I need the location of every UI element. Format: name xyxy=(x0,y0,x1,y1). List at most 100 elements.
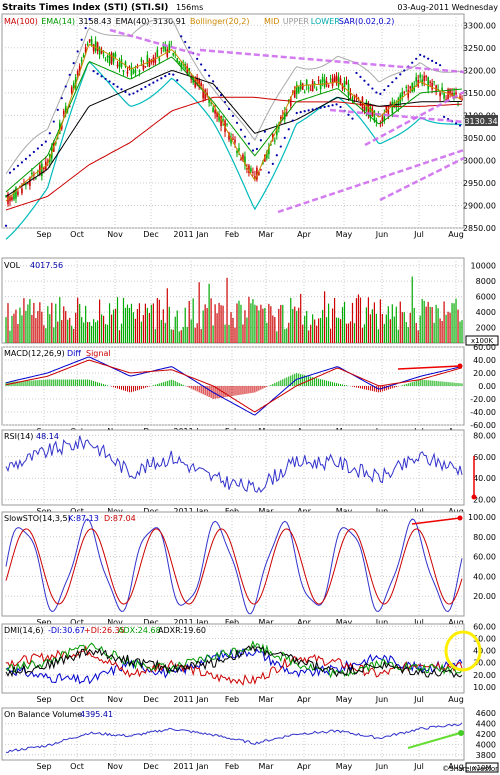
sar-dot xyxy=(200,63,203,66)
candle-body xyxy=(443,93,445,99)
month-label: Nov xyxy=(107,230,123,239)
legend-item: LOWER xyxy=(311,17,340,26)
candle-body xyxy=(5,195,7,197)
candle-body xyxy=(64,106,67,115)
candle-body xyxy=(349,92,352,96)
obv-value: 4395.41 xyxy=(80,710,113,719)
candle-body xyxy=(23,183,25,185)
sar-dot xyxy=(435,61,438,65)
trendline xyxy=(199,48,465,74)
y-tick-label: 4000 xyxy=(476,308,496,317)
sar-dot xyxy=(56,108,59,111)
candle-body xyxy=(78,65,81,73)
candle-body xyxy=(13,191,15,200)
candle-body xyxy=(104,59,107,61)
sar-dot xyxy=(92,70,95,73)
y-tick-label: 100.00 xyxy=(468,513,496,522)
month-label: Sep xyxy=(36,695,51,704)
candle-body xyxy=(182,64,185,66)
candle-body xyxy=(293,89,296,98)
candle-body xyxy=(246,168,248,170)
month-label: Sep xyxy=(36,230,51,239)
candle-body xyxy=(17,191,19,195)
candle-body xyxy=(429,81,431,83)
candle-body xyxy=(134,69,137,74)
trendline xyxy=(379,156,465,202)
candle-body xyxy=(252,171,254,173)
candle-body xyxy=(74,77,77,88)
ma-line-ema14 xyxy=(5,56,463,193)
sar-dot xyxy=(24,157,28,160)
sar-dot xyxy=(335,103,338,106)
annotation-arrow xyxy=(411,517,461,525)
month-label: Mar xyxy=(258,695,274,704)
sar-dot xyxy=(124,90,127,94)
sar-dot xyxy=(387,84,390,88)
candle-body xyxy=(307,87,310,89)
candle-body xyxy=(86,43,89,45)
sar-dot xyxy=(427,57,430,60)
sar-dot xyxy=(363,79,366,82)
candle-body xyxy=(202,89,204,99)
sar-dot xyxy=(112,83,115,86)
sar-dot xyxy=(132,92,135,95)
sar-dot xyxy=(339,105,342,109)
candle-body xyxy=(375,120,378,123)
month-label: Feb xyxy=(225,762,239,771)
month-label: Feb xyxy=(225,695,239,704)
y-tick-label: 20.00 xyxy=(473,671,496,680)
sar-dot xyxy=(168,72,171,76)
sar-dot xyxy=(12,168,16,171)
macd-diff-legend: Diff xyxy=(67,349,81,358)
y-tick-label: 3000.00 xyxy=(463,156,496,165)
ma-line-ema40 xyxy=(5,70,463,197)
sar-dot xyxy=(36,147,39,150)
sar-dot xyxy=(219,94,223,97)
candle-body xyxy=(178,61,181,64)
candle-body xyxy=(144,66,147,68)
candle-body xyxy=(96,42,99,52)
legend-item: MID xyxy=(264,17,279,26)
annotation-arrow-head xyxy=(457,515,463,521)
y-tick-label: 20.00 xyxy=(473,592,496,601)
sar-dot xyxy=(211,80,215,83)
sar-dot xyxy=(204,68,207,72)
candle-body xyxy=(60,124,63,129)
sar-dot xyxy=(323,105,326,109)
macd-panel: 60.0040.0020.000.00-20.00-40.00-60.00Sep… xyxy=(1,343,496,436)
candle-body xyxy=(41,163,43,177)
candle-body xyxy=(335,75,338,84)
candle-body xyxy=(25,184,27,186)
month-label: 2011 Jan xyxy=(173,230,208,239)
candle-body xyxy=(385,106,388,112)
candle-body xyxy=(164,46,167,52)
month-label: Jul xyxy=(413,230,424,239)
candle-body xyxy=(262,161,264,165)
candle-body xyxy=(232,138,234,140)
sar-dot xyxy=(347,113,350,116)
candle-body xyxy=(343,80,346,88)
month-label: Aug xyxy=(448,762,464,771)
candle-body xyxy=(21,188,23,194)
sar-dot xyxy=(144,85,147,89)
y-tick-label: 3150.00 xyxy=(463,89,496,98)
sar-dot xyxy=(48,132,51,135)
month-label: Jun xyxy=(375,695,389,704)
y-tick-label: 20.00 xyxy=(473,496,496,505)
volume-value: 4017.56 xyxy=(30,261,63,270)
bollinger-upper-line xyxy=(5,17,463,175)
annotation-arrow xyxy=(397,365,461,370)
candle-body xyxy=(250,168,252,172)
dmi-line-2 xyxy=(5,640,463,679)
candle-body xyxy=(309,89,312,91)
candle-body xyxy=(90,39,93,47)
sar-dot xyxy=(176,79,179,82)
month-label: May xyxy=(336,762,353,771)
candle-body xyxy=(80,59,83,62)
candle-body xyxy=(168,43,171,53)
legend-item: Bollinger(20,2) xyxy=(190,17,249,26)
candle-body xyxy=(373,110,376,122)
candle-body xyxy=(419,74,421,78)
chart-title: Straits Times Index (STI) (STI.SI) xyxy=(2,3,168,13)
volume-panel: 10000 8000 6000 4000 2000 VOL 4017.56 x100K xyxy=(1,257,499,346)
